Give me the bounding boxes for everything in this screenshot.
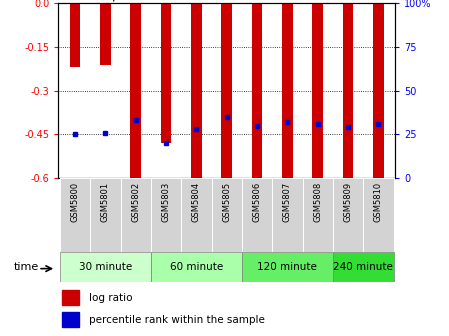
Bar: [303, 178, 333, 252]
Bar: [151, 252, 242, 282]
Text: GSM5809: GSM5809: [343, 182, 352, 222]
Text: 60 minute: 60 minute: [170, 262, 223, 272]
Bar: [313, 3, 323, 178]
Text: GSM5803: GSM5803: [162, 182, 171, 222]
Text: GDS322 / 3374: GDS322 / 3374: [52, 0, 157, 2]
Bar: [272, 178, 303, 252]
Text: GSM5807: GSM5807: [283, 182, 292, 222]
Bar: [242, 178, 272, 252]
Text: 120 minute: 120 minute: [257, 262, 317, 272]
Bar: [343, 3, 353, 178]
Text: GSM5806: GSM5806: [253, 182, 262, 222]
Bar: [221, 3, 232, 178]
Bar: [70, 3, 80, 68]
Bar: [60, 252, 151, 282]
Bar: [161, 3, 172, 143]
Text: 240 minute: 240 minute: [333, 262, 393, 272]
Bar: [90, 178, 121, 252]
Bar: [333, 252, 394, 282]
Bar: [211, 178, 242, 252]
Bar: [62, 312, 79, 327]
Bar: [130, 3, 141, 178]
Bar: [252, 3, 262, 178]
Bar: [181, 178, 211, 252]
Text: GSM5801: GSM5801: [101, 182, 110, 222]
Text: GSM5802: GSM5802: [131, 182, 140, 222]
Bar: [191, 3, 202, 178]
Bar: [242, 252, 333, 282]
Bar: [62, 290, 79, 305]
Bar: [151, 178, 181, 252]
Text: 30 minute: 30 minute: [79, 262, 132, 272]
Bar: [282, 3, 293, 178]
Bar: [333, 178, 363, 252]
Bar: [363, 178, 394, 252]
Text: GSM5800: GSM5800: [70, 182, 79, 222]
Bar: [100, 3, 111, 65]
Text: GSM5805: GSM5805: [222, 182, 231, 222]
Text: log ratio: log ratio: [89, 293, 132, 303]
Text: GSM5808: GSM5808: [313, 182, 322, 222]
Bar: [121, 178, 151, 252]
Text: time: time: [13, 262, 39, 272]
Text: GSM5810: GSM5810: [374, 182, 383, 222]
Text: percentile rank within the sample: percentile rank within the sample: [89, 315, 264, 325]
Bar: [60, 178, 90, 252]
Bar: [373, 3, 384, 178]
Text: GSM5804: GSM5804: [192, 182, 201, 222]
